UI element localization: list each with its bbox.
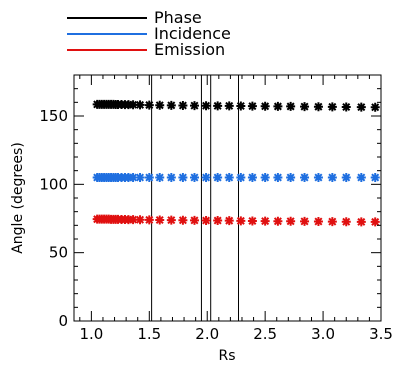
x-axis-title: Rs	[218, 348, 235, 364]
data-points	[92, 99, 380, 227]
reference-lines	[151, 75, 240, 321]
data-point	[201, 101, 211, 111]
data-point	[128, 100, 138, 110]
data-point	[236, 173, 246, 182]
data-point	[155, 173, 165, 182]
data-point	[213, 173, 223, 182]
data-point	[286, 173, 296, 182]
data-point	[155, 100, 165, 110]
x-tick-label: 2.0	[195, 325, 219, 343]
data-point	[247, 173, 257, 182]
data-point	[178, 100, 188, 110]
data-point	[341, 102, 351, 112]
data-point	[123, 215, 133, 225]
y-tick-label: 50	[49, 244, 68, 262]
data-point	[370, 102, 380, 112]
data-point	[260, 216, 270, 226]
data-point	[247, 216, 257, 226]
data-point	[213, 101, 223, 111]
data-point	[224, 173, 234, 182]
x-tick-label: 2.5	[253, 325, 277, 343]
data-point	[128, 173, 138, 182]
data-point	[236, 216, 246, 226]
data-point	[166, 100, 176, 110]
data-point	[201, 173, 211, 182]
data-point	[144, 100, 154, 110]
data-point	[300, 102, 310, 112]
data-point	[341, 217, 351, 227]
data-point	[189, 101, 199, 111]
x-tick-label: 1.5	[137, 325, 161, 343]
data-point	[135, 100, 145, 110]
data-point	[327, 217, 337, 227]
data-point	[356, 102, 366, 112]
y-tick-label: 150	[39, 107, 68, 125]
x-tick-label: 3.5	[369, 325, 393, 343]
data-point	[189, 173, 199, 182]
data-point	[166, 215, 176, 225]
plot-frame	[73, 74, 382, 322]
legend-label-emission: Emission	[154, 40, 225, 59]
data-point	[224, 216, 234, 226]
y-tick-label: 100	[39, 175, 68, 193]
data-point	[166, 173, 176, 182]
data-point	[341, 173, 351, 182]
data-point	[356, 217, 366, 227]
legend-label-incidence: Incidence	[154, 24, 231, 43]
data-point	[123, 100, 133, 110]
data-point	[213, 216, 223, 226]
data-point	[356, 173, 366, 182]
data-point	[123, 173, 133, 182]
data-point	[144, 173, 154, 182]
y-tick-label: 0	[58, 312, 68, 330]
series-incidence	[92, 173, 380, 182]
data-point	[260, 173, 270, 182]
data-point	[224, 101, 234, 111]
data-point	[286, 216, 296, 226]
data-point	[273, 216, 283, 226]
x-tick-label: 3.0	[311, 325, 335, 343]
series-emission	[92, 214, 380, 227]
series-phase	[92, 99, 380, 112]
data-point	[236, 101, 246, 111]
data-point	[260, 101, 270, 111]
data-point	[286, 101, 296, 111]
data-point	[370, 173, 380, 182]
data-point	[128, 215, 138, 225]
data-point	[327, 173, 337, 182]
data-point	[273, 101, 283, 111]
axes: 1.0 1.5 2.0 2.5 3.0 3.5 0 50 100 150	[39, 75, 393, 343]
x-tick-label: 1.0	[79, 325, 103, 343]
data-point	[273, 173, 283, 182]
data-point	[327, 102, 337, 112]
data-point	[155, 215, 165, 225]
legend-label-phase: Phase	[154, 8, 202, 27]
data-point	[247, 101, 257, 111]
data-point	[178, 215, 188, 225]
data-point	[300, 216, 310, 226]
y-axis-title: Angle (degrees)	[10, 142, 26, 254]
data-point	[201, 216, 211, 226]
data-point	[313, 102, 323, 112]
data-point	[300, 173, 310, 182]
data-point	[370, 217, 380, 227]
data-point	[178, 173, 188, 182]
data-point	[135, 215, 145, 225]
data-point	[189, 215, 199, 225]
data-point	[144, 215, 154, 225]
data-point	[135, 173, 145, 182]
data-point	[313, 217, 323, 227]
data-point	[313, 173, 323, 182]
